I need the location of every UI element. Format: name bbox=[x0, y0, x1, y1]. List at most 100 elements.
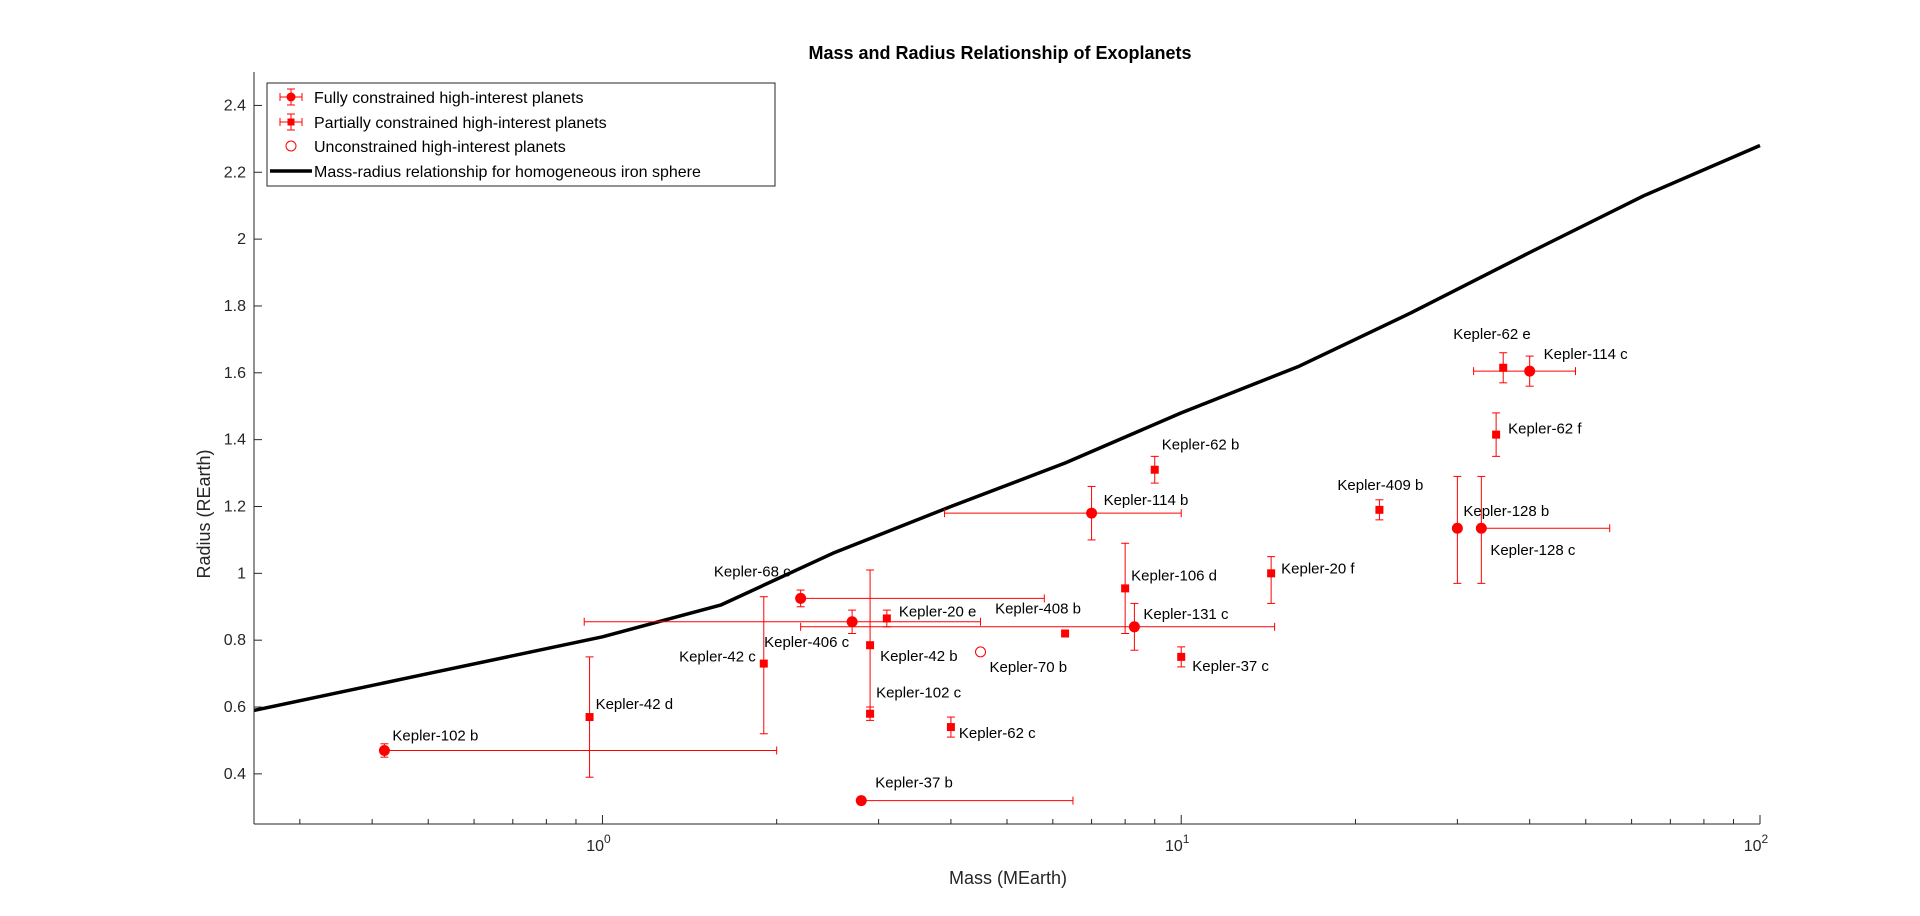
point-label: Kepler-68 c bbox=[714, 563, 791, 580]
marker-square bbox=[946, 723, 955, 732]
marker-circle bbox=[795, 592, 807, 604]
y-tick-label: 1.6 bbox=[224, 365, 246, 382]
marker-square bbox=[1375, 505, 1384, 514]
marker-circle bbox=[1086, 507, 1098, 519]
legend: Fully constrained high-interest planets … bbox=[266, 82, 776, 187]
point-kepler-37-b: Kepler-37 b bbox=[855, 775, 1074, 807]
point-label: Kepler-114 b bbox=[1104, 492, 1189, 509]
point-label: Kepler-62 b bbox=[1162, 437, 1240, 454]
point-label: Kepler-42 d bbox=[596, 696, 674, 713]
y-tick-label: 1.4 bbox=[224, 432, 246, 449]
marker-square bbox=[1177, 652, 1186, 661]
marker-square bbox=[866, 641, 875, 650]
point-kepler-62-e: Kepler-62 e bbox=[1453, 326, 1531, 384]
point-label: Kepler-408 b bbox=[995, 600, 1081, 617]
point-kepler-408-b: Kepler-408 b bbox=[995, 600, 1081, 638]
point-label: Kepler-42 c bbox=[679, 649, 756, 666]
marker-square bbox=[1061, 629, 1070, 638]
point-kepler-106-d: Kepler-106 d bbox=[1121, 542, 1217, 634]
point-kepler-114-b: Kepler-114 b bbox=[944, 485, 1189, 541]
legend-label-full: Fully constrained high-interest planets bbox=[314, 90, 583, 107]
y-tick-label: 2 bbox=[237, 231, 246, 248]
point-label: Kepler-128 c bbox=[1490, 542, 1576, 559]
y-axis-label: Radius (REarth) bbox=[194, 449, 214, 578]
points-layer: Kepler-102 b Kepler-42 d Kepler-42 c Kepler… bbox=[378, 326, 1628, 807]
x-tick-label: 101 bbox=[1165, 832, 1190, 855]
x-tick-label: 100 bbox=[586, 832, 611, 855]
point-kepler-128-c: Kepler-128 c bbox=[1475, 475, 1611, 584]
point-kepler-102-b: Kepler-102 b bbox=[378, 727, 778, 758]
legend-marker-full bbox=[279, 88, 303, 106]
point-label: Kepler-102 c bbox=[876, 685, 962, 702]
point-kepler-42-c: Kepler-42 c bbox=[679, 596, 768, 735]
marker-square bbox=[1267, 569, 1276, 578]
y-tick-label: 0.4 bbox=[224, 766, 246, 783]
marker-circle bbox=[1475, 522, 1487, 534]
point-label: Kepler-42 b bbox=[880, 648, 958, 665]
y-tick-label: 0.8 bbox=[224, 632, 246, 649]
point-label: Kepler-62 f bbox=[1508, 421, 1582, 438]
point-kepler-62-c: Kepler-62 c bbox=[946, 716, 1036, 742]
marker-square bbox=[1121, 584, 1130, 593]
point-label: Kepler-62 c bbox=[959, 725, 1036, 742]
point-kepler-62-b: Kepler-62 b bbox=[1150, 437, 1240, 484]
marker-square bbox=[866, 709, 875, 718]
marker-square bbox=[759, 659, 768, 668]
point-kepler-37-c: Kepler-37 c bbox=[1177, 646, 1269, 675]
marker-circle bbox=[846, 616, 858, 628]
legend-label-open: Unconstrained high-interest planets bbox=[314, 139, 566, 156]
marker-square bbox=[882, 614, 891, 623]
legend-box bbox=[266, 82, 776, 187]
y-tick-label: 2.2 bbox=[224, 164, 246, 181]
marker-square bbox=[585, 713, 594, 722]
point-kepler-131-c: Kepler-131 c bbox=[800, 602, 1276, 651]
y-tick-label: 1.2 bbox=[224, 498, 246, 515]
y-tick-label: 1 bbox=[237, 565, 246, 582]
curve-layer bbox=[253, 143, 1761, 713]
x-tick-label: 102 bbox=[1744, 832, 1769, 855]
point-kepler-42-b: Kepler-42 b bbox=[866, 569, 958, 718]
marker-open-circle bbox=[975, 646, 987, 658]
legend-label-line: Mass-radius relationship for homogeneous… bbox=[314, 164, 701, 181]
point-label: Kepler-406 c bbox=[764, 634, 850, 651]
point-kepler-102-c: Kepler-102 c bbox=[866, 685, 962, 721]
x-axis-label: Mass (MEarth) bbox=[949, 868, 1067, 888]
point-label: Kepler-409 b bbox=[1337, 477, 1423, 494]
marker-circle bbox=[855, 795, 867, 807]
iron-sphere-curve bbox=[253, 143, 1761, 713]
marker-square bbox=[1499, 363, 1508, 372]
y-tick-label: 1.8 bbox=[224, 298, 246, 315]
point-label: Kepler-128 b bbox=[1463, 503, 1549, 520]
axes-layer: 0.4 0.6 0.8 1 1.2 1.4 1.6 1.8 2 2.2 2.4 100 101 102 bbox=[224, 72, 1769, 855]
point-label: Kepler-20 f bbox=[1281, 560, 1355, 577]
point-kepler-406-c: Kepler-406 c bbox=[583, 609, 982, 651]
point-kepler-128-b: Kepler-128 b bbox=[1451, 475, 1549, 584]
point-label: Kepler-37 b bbox=[875, 775, 953, 792]
point-kepler-42-d: Kepler-42 d bbox=[585, 656, 674, 778]
marker-square bbox=[1150, 465, 1159, 474]
legend-marker-partial bbox=[279, 113, 303, 131]
chart-title: Mass and Radius Relationship of Exoplane… bbox=[808, 43, 1191, 63]
point-kepler-114-c: Kepler-114 c bbox=[1473, 346, 1628, 387]
marker-circle bbox=[1451, 522, 1463, 534]
point-kepler-70-b: Kepler-70 b bbox=[975, 646, 1068, 676]
point-label: Kepler-62 e bbox=[1453, 326, 1531, 343]
y-tick-label: 2.4 bbox=[224, 97, 246, 114]
legend-marker-open bbox=[285, 140, 297, 152]
point-label: Kepler-102 b bbox=[392, 727, 478, 744]
marker-circle bbox=[1128, 621, 1140, 633]
point-kepler-68-c: Kepler-68 c bbox=[714, 563, 1045, 608]
marker-circle bbox=[1524, 365, 1536, 377]
point-kepler-62-f: Kepler-62 f bbox=[1492, 412, 1582, 457]
point-kepler-20-e: Kepler-20 e bbox=[882, 603, 977, 628]
point-label: Kepler-20 e bbox=[899, 603, 977, 620]
marker-square bbox=[1492, 430, 1501, 439]
point-label: Kepler-131 c bbox=[1143, 606, 1229, 623]
point-kepler-409-b: Kepler-409 b bbox=[1337, 477, 1423, 521]
point-label: Kepler-106 d bbox=[1131, 567, 1217, 584]
point-kepler-20-f: Kepler-20 f bbox=[1267, 556, 1355, 604]
point-label: Kepler-37 c bbox=[1192, 658, 1269, 675]
point-label: Kepler-70 b bbox=[990, 659, 1068, 676]
legend-label-partial: Partially constrained high-interest plan… bbox=[314, 115, 607, 132]
